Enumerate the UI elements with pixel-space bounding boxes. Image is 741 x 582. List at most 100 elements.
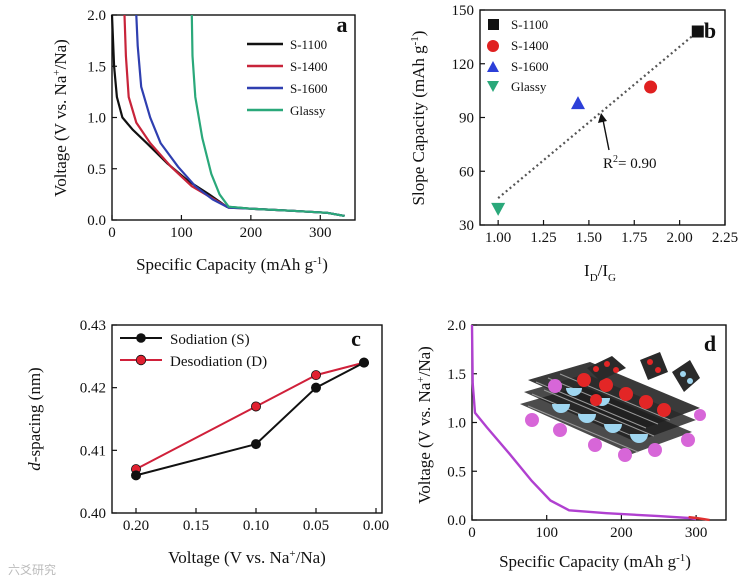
x-tick-label: 200 xyxy=(240,225,263,241)
legend-label-sodiation: Sodiation (S) xyxy=(170,332,250,348)
panel-c-legend: Sodiation (S) Desodiation (D) xyxy=(120,332,267,370)
y-tick-label: 1.0 xyxy=(447,416,466,432)
watermark-text: 六爻研究 xyxy=(8,562,56,577)
x-tick-label: 0 xyxy=(108,225,116,241)
x-tick-label: 0 xyxy=(468,525,476,541)
x-tick-label: 100 xyxy=(535,525,558,541)
data-point-sodiation xyxy=(358,357,369,368)
legend-marker-s1600 xyxy=(487,61,499,72)
panel-d-ylabel: Voltage (V vs. Na+/Na) xyxy=(415,346,434,504)
y-tick-label: 1.5 xyxy=(447,367,466,383)
y-tick-label: 1.0 xyxy=(87,111,106,127)
legend-label-s1100: S-1100 xyxy=(290,37,327,52)
x-tick-label: 1.00 xyxy=(485,230,511,246)
legend-label-s1600: S-1600 xyxy=(511,59,549,74)
y-tick-label: 2.0 xyxy=(447,318,466,334)
legend-marker-glassy xyxy=(487,81,499,92)
data-point-s-1600 xyxy=(571,96,585,110)
legend-label-s1100: S-1100 xyxy=(511,17,548,32)
panel-c-d-spacing-chart: 0.20 0.15 0.10 0.05 0.00 0.40 0.41 0.42 0.43 c S… xyxy=(25,318,389,567)
panel-c-ticks: 0.20 0.15 0.10 0.05 0.00 0.40 0.41 0.42 0.43 xyxy=(80,318,389,534)
panel-a-xlabel: Specific Capacity (mAh g-1) xyxy=(136,255,328,274)
x-tick-label: 100 xyxy=(170,225,193,241)
inset-magenta-spheres xyxy=(525,379,706,462)
data-point-desodiation xyxy=(250,401,261,412)
y-tick-label: 0.5 xyxy=(87,162,106,178)
x-tick-label: 2.25 xyxy=(712,230,738,246)
data-point-glassy xyxy=(491,202,506,216)
panel-d-ticks: 0 100 200 300 0.0 0.5 1.0 1.5 2.0 xyxy=(447,318,707,541)
y-tick-label: 0.43 xyxy=(80,318,106,334)
inset-blue-caps xyxy=(552,388,648,443)
legend-label-glassy: Glassy xyxy=(511,79,547,94)
panel-b-ylabel: Slope Capacity (mAh g-1) xyxy=(409,31,428,206)
legend-marker-s1100 xyxy=(488,19,499,30)
inset-graphene-sodium-illustration xyxy=(520,352,706,462)
panel-b-slope-capacity-chart: 1.00 1.25 1.50 1.75 2.00 2.25 30 60 90 120 150 b S… xyxy=(409,3,738,284)
y-tick-label: 0.41 xyxy=(80,443,106,459)
inset-small-fragments xyxy=(587,352,700,392)
y-tick-label: 60 xyxy=(459,164,474,180)
x-tick-label: 2.00 xyxy=(667,230,693,246)
panel-d-series xyxy=(470,324,710,522)
panel-a-ylabel: Voltage (V vs. Na+/Na) xyxy=(51,39,70,197)
x-tick-label: 0.15 xyxy=(183,518,209,534)
legend-label-glassy: Glassy xyxy=(290,103,326,118)
inset-layer-stack-bottom xyxy=(520,386,692,454)
data-point-sodiation xyxy=(130,470,141,481)
y-tick-label: 0.40 xyxy=(80,506,106,522)
panel-a-ticks: 0 100 200 300 0.0 0.5 1.0 1.5 2.0 xyxy=(87,8,331,241)
series-line-discharge xyxy=(470,324,697,521)
y-tick-label: 0.0 xyxy=(87,213,106,229)
panel-b-annotation: R2= 0.90 xyxy=(598,113,656,172)
panel-a-voltage-profile-chart: 0 100 200 300 0.0 0.5 1.0 1.5 2.0 a S-1100 S-140… xyxy=(51,8,356,274)
panel-c-ylabel: d-spacing (nm) xyxy=(25,367,44,470)
y-tick-label: 0.42 xyxy=(80,381,106,397)
panel-c-letter: c xyxy=(351,326,361,351)
y-tick-label: 150 xyxy=(452,3,475,19)
panel-d-letter: d xyxy=(704,331,716,356)
panel-c-frame xyxy=(111,324,383,514)
x-tick-label: 0.10 xyxy=(243,518,269,534)
annotation-r-squared: R2= 0.90 xyxy=(603,154,656,172)
panel-b-points xyxy=(491,25,704,216)
data-point-sodiation xyxy=(250,439,261,450)
series-line-tail xyxy=(688,515,710,522)
inset-red-spheres xyxy=(577,373,671,417)
panel-a-legend: S-1100 S-1400 S-1600 Glassy xyxy=(247,37,328,118)
legend-marker-sodiation xyxy=(136,333,146,343)
panel-b-fit-line xyxy=(497,30,699,199)
panel-b-ticks: 1.00 1.25 1.50 1.75 2.00 2.25 30 60 90 120 150 xyxy=(452,3,739,246)
annotation-arrow-shaft xyxy=(602,119,610,151)
panel-c-xlabel: Voltage (V vs. Na+/Na) xyxy=(168,548,326,567)
x-tick-label: 0.20 xyxy=(123,518,149,534)
legend-label-s1600: S-1600 xyxy=(290,81,328,96)
x-tick-label: 1.50 xyxy=(576,230,602,246)
panel-b-xlabel: ID/IG xyxy=(584,261,616,284)
legend-marker-s1400 xyxy=(487,40,499,52)
y-tick-label: 2.0 xyxy=(87,8,106,24)
x-tick-label: 300 xyxy=(309,225,332,241)
y-tick-label: 30 xyxy=(459,218,474,234)
y-tick-label: 1.5 xyxy=(87,59,106,75)
y-tick-label: 120 xyxy=(452,57,475,73)
legend-label-s1400: S-1400 xyxy=(290,59,328,74)
x-tick-label: 1.25 xyxy=(530,230,556,246)
data-point-sodiation xyxy=(310,382,321,393)
panel-a-series xyxy=(110,14,345,217)
legend-marker-desodiation xyxy=(135,354,147,366)
x-tick-label: 300 xyxy=(685,525,708,541)
panel-c-series xyxy=(130,357,369,481)
x-tick-label: 0.05 xyxy=(303,518,329,534)
y-tick-label: 90 xyxy=(459,111,474,127)
panel-d-xlabel: Specific Capacity (mAh g-1) xyxy=(499,552,691,571)
data-point-s-1100 xyxy=(691,25,704,38)
annotation-arrow-icon xyxy=(598,113,607,123)
panel-b-legend: S-1100 S-1400 S-1600 Glassy xyxy=(487,17,549,94)
x-tick-label: 1.75 xyxy=(621,230,647,246)
y-tick-label: 0.0 xyxy=(447,513,466,529)
series-line-desodiation xyxy=(135,361,365,470)
data-point-s-1400 xyxy=(644,80,658,94)
panel-d-voltage-profile-chart: 0 100 200 300 0.0 0.5 1.0 1.5 2.0 d xyxy=(415,318,727,571)
series-line-sodiation xyxy=(135,361,365,477)
